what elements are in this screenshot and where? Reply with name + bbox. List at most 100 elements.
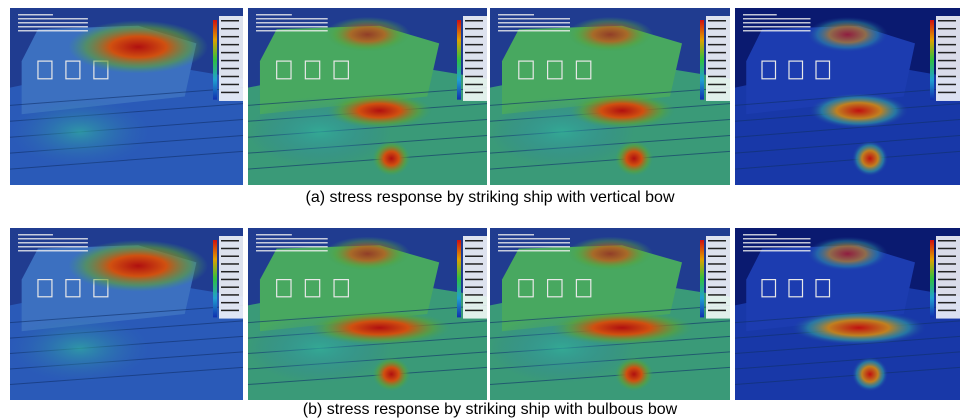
legend-tick-text [708, 279, 726, 281]
label-line [498, 246, 570, 248]
legend-tick-text [708, 76, 726, 78]
label-line [498, 18, 570, 20]
legend-bar [457, 240, 461, 317]
legend-tick-text [221, 263, 239, 265]
stress-hotspot [308, 311, 451, 345]
legend-tick-text [221, 84, 239, 86]
label-line [743, 242, 811, 244]
legend-tick-text [465, 255, 483, 257]
label-line [18, 30, 88, 32]
label-line [256, 14, 292, 16]
legend-tick-text [708, 68, 726, 70]
legend-bar [700, 240, 704, 317]
legend-tick-text [938, 271, 956, 273]
label-line [256, 242, 328, 244]
simulation-panel [10, 8, 243, 185]
legend-tick-text [938, 294, 956, 296]
legend-tick-text [221, 68, 239, 70]
label-line [18, 14, 53, 16]
label-line [498, 238, 570, 240]
legend-tick-text [465, 271, 483, 273]
label-line [18, 238, 88, 240]
legend-tick-text [708, 60, 726, 62]
legend-tick-text [708, 310, 726, 312]
legend-tick-text [938, 52, 956, 54]
legend-tick-text [938, 84, 956, 86]
legend-tick-text [465, 76, 483, 78]
legend-tick-text [708, 286, 726, 288]
legend-tick-text [938, 240, 956, 242]
legend-tick-text [708, 44, 726, 46]
legend-tick-text [465, 36, 483, 38]
legend-tick-text [938, 302, 956, 304]
stress-hotspot [567, 237, 653, 271]
simulation-panel [490, 228, 730, 400]
figure: (a) stress response by striking ship wit… [0, 0, 960, 419]
stress-hotspot [567, 17, 653, 52]
stress-hotspot [550, 311, 694, 345]
label-line [256, 30, 328, 32]
legend-tick-text [465, 294, 483, 296]
label-line [18, 22, 88, 24]
legend-tick-text [708, 263, 726, 265]
legend-tick-text [221, 271, 239, 273]
label-line [743, 18, 811, 20]
label-line [743, 22, 811, 24]
legend-tick-text [465, 248, 483, 250]
legend-tick-text [465, 52, 483, 54]
label-line [256, 26, 328, 28]
legend-tick-text [938, 44, 956, 46]
legend-tick-text [708, 52, 726, 54]
label-line [743, 14, 777, 16]
label-line [18, 246, 88, 248]
legend-tick-text [708, 92, 726, 94]
simulation-panel [248, 8, 487, 185]
legend-tick-text [465, 44, 483, 46]
legend-tick-text [938, 92, 956, 94]
legend-tick-text [465, 279, 483, 281]
simulation-panel [490, 8, 730, 185]
label-line [743, 234, 777, 236]
label-line [18, 250, 88, 252]
simulation-panel [248, 228, 487, 400]
legend-tick-text [221, 240, 239, 242]
legend-tick-text [708, 28, 726, 30]
legend-tick-text [221, 60, 239, 62]
label-line [743, 250, 811, 252]
label-line [498, 250, 570, 252]
legend-tick-text [708, 84, 726, 86]
simulation-panel [735, 8, 960, 185]
label-line [498, 14, 534, 16]
label-line [18, 234, 53, 236]
legend-bar [930, 20, 934, 100]
simulation-panel [10, 228, 243, 400]
legend-tick-text [221, 279, 239, 281]
label-line [743, 238, 811, 240]
stress-hotspot [569, 93, 675, 128]
legend-tick-text [465, 68, 483, 70]
legend-tick-text [221, 248, 239, 250]
stress-hotspot [852, 357, 888, 391]
legend-tick-text [938, 286, 956, 288]
legend-tick-text [221, 286, 239, 288]
legend-tick-text [465, 20, 483, 22]
stress-hotspot [809, 93, 908, 128]
stress-hotspot [324, 17, 410, 52]
label-line [256, 234, 292, 236]
legend-tick-text [938, 279, 956, 281]
legend-tick-text [221, 92, 239, 94]
legend-tick-text [708, 20, 726, 22]
legend-tick-text [465, 92, 483, 94]
legend-tick-text [221, 76, 239, 78]
legend-tick-text [465, 84, 483, 86]
label-line [498, 26, 570, 28]
legend-tick-text [708, 255, 726, 257]
legend-tick-text [465, 302, 483, 304]
label-line [256, 22, 328, 24]
label-line [743, 26, 811, 28]
legend-tick-text [708, 302, 726, 304]
label-line [18, 242, 88, 244]
legend-tick-text [221, 44, 239, 46]
legend-tick-text [221, 36, 239, 38]
legend-tick-text [465, 310, 483, 312]
